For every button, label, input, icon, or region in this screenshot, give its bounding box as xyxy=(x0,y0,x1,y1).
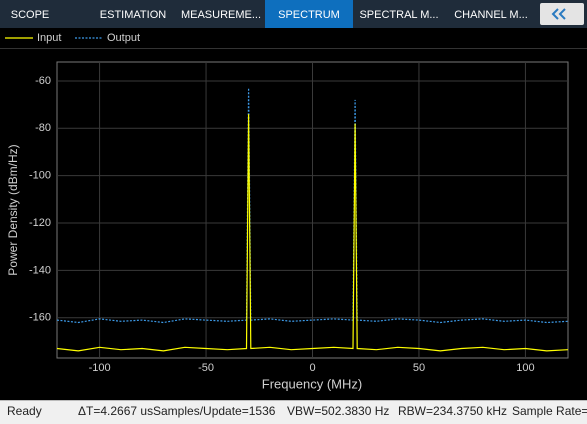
tab-label[interactable]: SPECTRUM xyxy=(278,9,340,21)
tab-label[interactable]: SPECTRAL M... xyxy=(359,9,438,21)
active-tab[interactable] xyxy=(265,0,353,28)
tab-label[interactable]: SCOPE xyxy=(11,9,50,21)
status-text: Ready xyxy=(7,404,42,418)
y-tick-label: -60 xyxy=(35,75,51,87)
collapse-icon xyxy=(551,8,566,20)
status-text: RBW=234.3750 kHz xyxy=(398,404,507,418)
x-tick-label: 100 xyxy=(516,362,534,374)
tab-label[interactable]: CHANNEL M... xyxy=(454,9,528,21)
collapse-button[interactable] xyxy=(540,3,584,25)
y-tick-label: -120 xyxy=(29,217,51,229)
status-text: Samples/Update=1536 xyxy=(153,404,276,418)
status-border xyxy=(0,400,587,401)
legend-label: Input xyxy=(37,32,61,44)
y-tick-label: -80 xyxy=(35,122,51,134)
status-text: VBW=502.3830 Hz xyxy=(287,404,389,418)
status-text: Sample Rate= xyxy=(512,404,587,418)
x-tick-label: -100 xyxy=(89,362,111,374)
legend-label: Output xyxy=(107,32,140,44)
y-axis-label: Power Density (dBm/Hz) xyxy=(6,144,20,275)
status-bar xyxy=(0,401,587,424)
x-tick-label: 50 xyxy=(413,362,425,374)
tab-label[interactable]: ESTIMATION xyxy=(100,9,166,21)
y-tick-label: -160 xyxy=(29,312,51,324)
status-text: ΔT=4.2667 us xyxy=(78,404,153,418)
x-tick-label: -50 xyxy=(198,362,214,374)
series-line xyxy=(56,114,569,352)
x-tick-label: 0 xyxy=(309,362,315,374)
tab-label[interactable]: MEASUREME... xyxy=(181,9,261,21)
x-axis-label: Frequency (MHz) xyxy=(262,376,362,391)
y-tick-label: -140 xyxy=(29,264,51,276)
series-line xyxy=(56,87,569,324)
y-tick-label: -100 xyxy=(29,170,51,182)
legend-separator xyxy=(0,48,587,49)
